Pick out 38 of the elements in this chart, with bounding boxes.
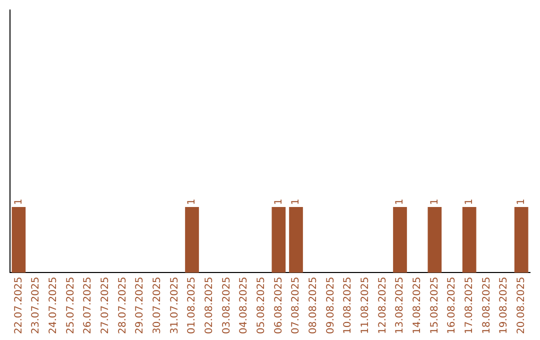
x-tick-label: 06.08.2025: [273, 276, 284, 334]
x-tick-label: 08.08.2025: [308, 276, 319, 334]
x-tick-label: 11.08.2025: [360, 276, 371, 334]
x-tick-label: 04.08.2025: [238, 276, 250, 334]
data-label: 1: [290, 198, 302, 206]
x-tick-label: 05.08.2025: [256, 276, 267, 334]
x-tick-label: 09.08.2025: [325, 276, 336, 334]
x-tick-label: 29.07.2025: [134, 276, 146, 334]
x-tick-label: 23.07.2025: [30, 276, 42, 334]
x-tick-label: 20.08.2025: [516, 276, 527, 334]
x-tick-label: 02.08.2025: [204, 276, 215, 334]
x-tick-label: 10.08.2025: [342, 276, 354, 334]
x-tick-label: 17.08.2025: [464, 276, 475, 334]
x-tick-label: 30.07.2025: [152, 276, 163, 334]
data-label: 1: [429, 198, 440, 206]
x-tick-label: 18.08.2025: [481, 276, 492, 334]
data-label: 1: [464, 198, 475, 206]
x-tick-label: 22.07.2025: [13, 276, 24, 334]
x-tick-label: 01.08.2025: [186, 276, 198, 334]
data-label: 1: [186, 198, 198, 206]
x-tick-label: 25.07.2025: [65, 276, 76, 334]
data-label: 1: [394, 198, 406, 206]
x-tick-label: 24.07.2025: [48, 276, 59, 334]
x-tick-label: 19.08.2025: [498, 276, 510, 334]
x-tick-label: 16.08.2025: [446, 276, 458, 334]
x-tick-label: 03.08.2025: [221, 276, 232, 334]
x-tick-label: 12.08.2025: [377, 276, 388, 334]
data-label: 1: [273, 198, 284, 206]
x-tick-label: 31.07.2025: [169, 276, 180, 334]
x-tick-label: 27.07.2025: [100, 276, 111, 334]
x-tick-label: 07.08.2025: [290, 276, 302, 334]
x-tick-label: 14.08.2025: [412, 276, 423, 334]
x-tick-label: 26.07.2025: [82, 276, 94, 334]
data-label: 1: [516, 198, 527, 206]
x-tick-label: 15.08.2025: [429, 276, 440, 334]
x-tick-label: 13.08.2025: [394, 276, 406, 334]
data-label: 1: [13, 198, 24, 206]
x-tick-label: 28.07.2025: [117, 276, 128, 334]
